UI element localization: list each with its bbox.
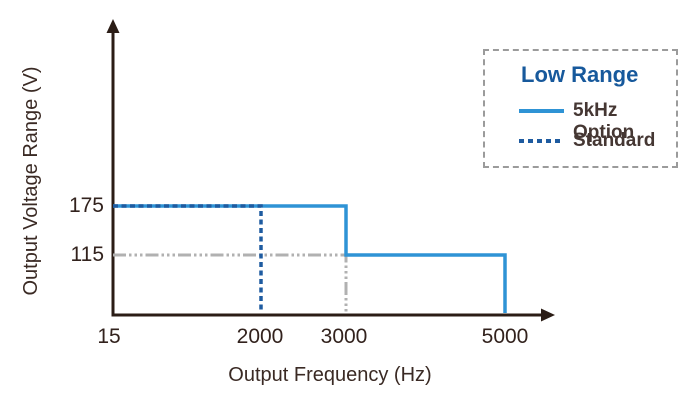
legend-box: Low Range 5kHz Option Standard	[483, 49, 678, 168]
legend-label-5khz-option: 5kHz Option	[573, 100, 635, 143]
solid-line-swatch	[519, 109, 564, 113]
legend-title: Low Range	[521, 62, 639, 87]
dashed-line-swatch	[519, 139, 564, 143]
legend-label-standard: Standard	[573, 130, 656, 151]
x-tick-3000: 3000	[320, 325, 368, 348]
y-axis-title: Output Voltage Range (V)	[20, 66, 42, 296]
x-tick-2000: 2000	[236, 325, 284, 348]
x-axis-title: Output Frequency (Hz)	[228, 364, 432, 386]
x-tick-15: 15	[97, 325, 121, 348]
y-tick-175: 175	[68, 194, 104, 217]
x-tick-5000: 5000	[481, 325, 529, 348]
y-tick-115: 115	[70, 243, 104, 266]
